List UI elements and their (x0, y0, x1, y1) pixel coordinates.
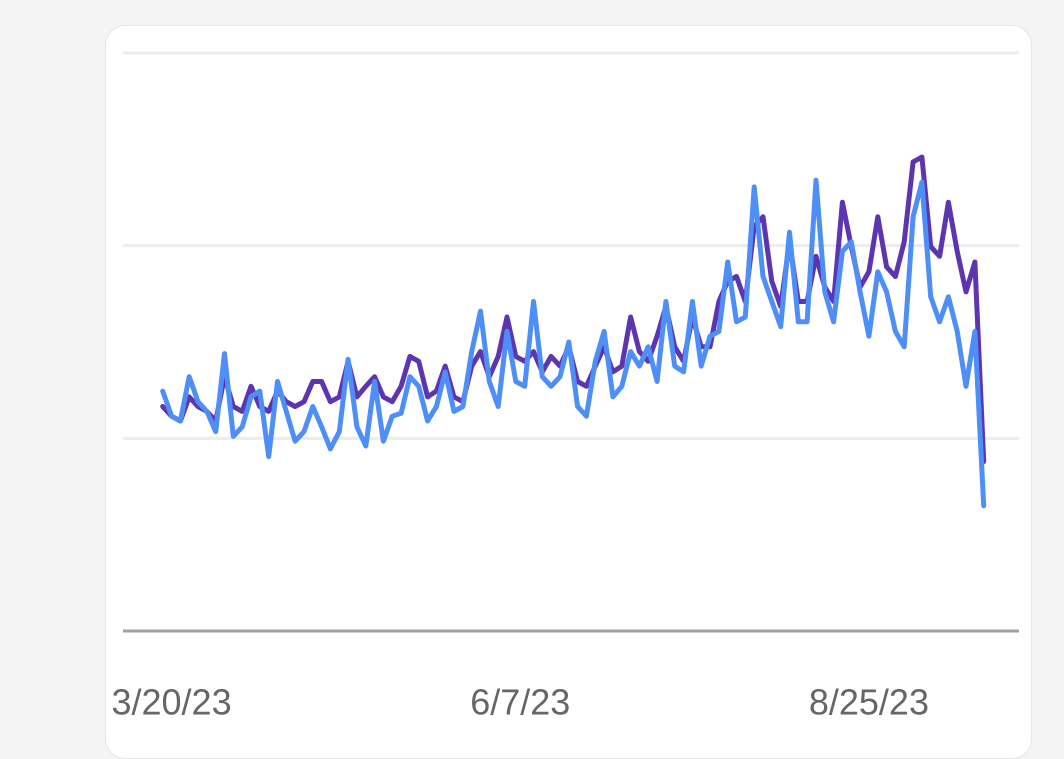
chart: 3/20/23 6/7/23 8/25/23 (111, 51, 1019, 723)
chart-card: 3/20/23 6/7/23 8/25/23 (105, 25, 1032, 759)
x-tick-label: 6/7/23 (470, 682, 570, 723)
x-tick-label: 8/25/23 (809, 682, 929, 723)
data-line (160, 177, 987, 509)
x-tick-label: 3/20/23 (111, 682, 231, 723)
